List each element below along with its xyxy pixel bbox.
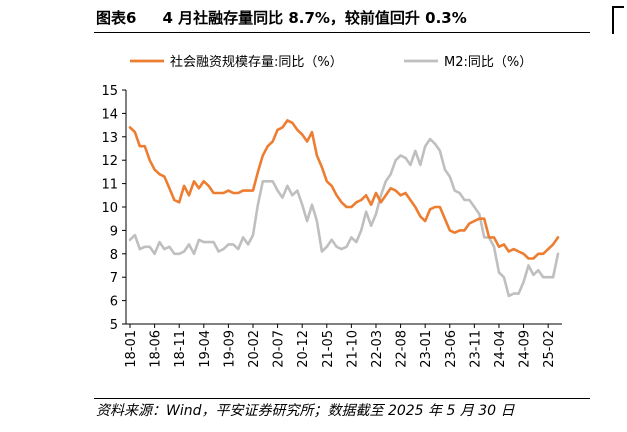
y-axis: 5 6 7 8 9 10 11 12 13 14 15 <box>101 84 127 333</box>
y-tick-label: 6 <box>110 295 118 310</box>
x-tick-label: 23-11 <box>468 330 483 368</box>
y-tick-label: 5 <box>110 318 118 333</box>
x-tick-label: 22-03 <box>370 330 385 368</box>
x-tick-label: 25-02 <box>542 330 557 368</box>
x-tick-label: 19-04 <box>198 330 213 368</box>
x-axis: 18-01 18-06 18-11 19-04 19-09 20-02 20-07 20-12… <box>124 323 562 368</box>
y-tick-label: 10 <box>101 201 118 216</box>
y-tick-label: 11 <box>101 178 118 193</box>
y-tick-label: 13 <box>101 131 118 146</box>
title-rule <box>94 32 590 33</box>
x-tick-label: 23-01 <box>419 330 434 368</box>
legend-label-social-financing: 社会融资规模存量:同比（%） <box>170 54 343 70</box>
legend: 社会融资规模存量:同比（%） M2:同比（%） <box>130 54 532 70</box>
y-tick-label: 7 <box>110 271 118 286</box>
figure-caption: 4 月社融存量同比 8.7%，较前值回升 0.3% <box>162 9 467 27</box>
x-tick-label: 18-06 <box>149 330 164 368</box>
x-tick-label: 18-11 <box>173 330 188 368</box>
x-tick-label: 22-08 <box>395 330 410 368</box>
x-tick-label: 20-12 <box>296 330 311 368</box>
x-tick-label: 20-07 <box>272 330 287 368</box>
legend-label-m2: M2:同比（%） <box>444 55 532 70</box>
series-line-m2 <box>128 137 560 298</box>
y-tick-label: 14 <box>101 107 118 122</box>
y-tick-label: 9 <box>110 224 118 239</box>
x-tick-label: 24-09 <box>518 330 533 368</box>
x-tick-label: 23-06 <box>444 330 459 368</box>
figure-number: 图表6 <box>96 9 137 27</box>
x-tick-label: 21-10 <box>345 330 360 368</box>
y-tick-label: 15 <box>101 84 118 99</box>
x-tick-label: 20-02 <box>247 330 262 368</box>
x-tick-label: 24-04 <box>493 330 508 368</box>
source-note: 资料来源：Wind，平安证券研究所；数据截至 2025 年 5 月 30 日 <box>96 403 515 419</box>
x-tick-label: 18-01 <box>124 330 139 368</box>
y-tick-label: 8 <box>110 248 118 263</box>
source-rule <box>94 398 590 399</box>
x-tick-label: 21-05 <box>321 330 336 368</box>
series-layer <box>128 119 560 298</box>
adjacent-panel-edge <box>612 6 624 34</box>
series-line-social-financing <box>128 119 560 260</box>
x-tick-label: 19-09 <box>222 330 237 368</box>
figure-title: 图表6 4 月社融存量同比 8.7%，较前值回升 0.3% <box>96 4 467 32</box>
y-tick-label: 12 <box>101 154 118 169</box>
